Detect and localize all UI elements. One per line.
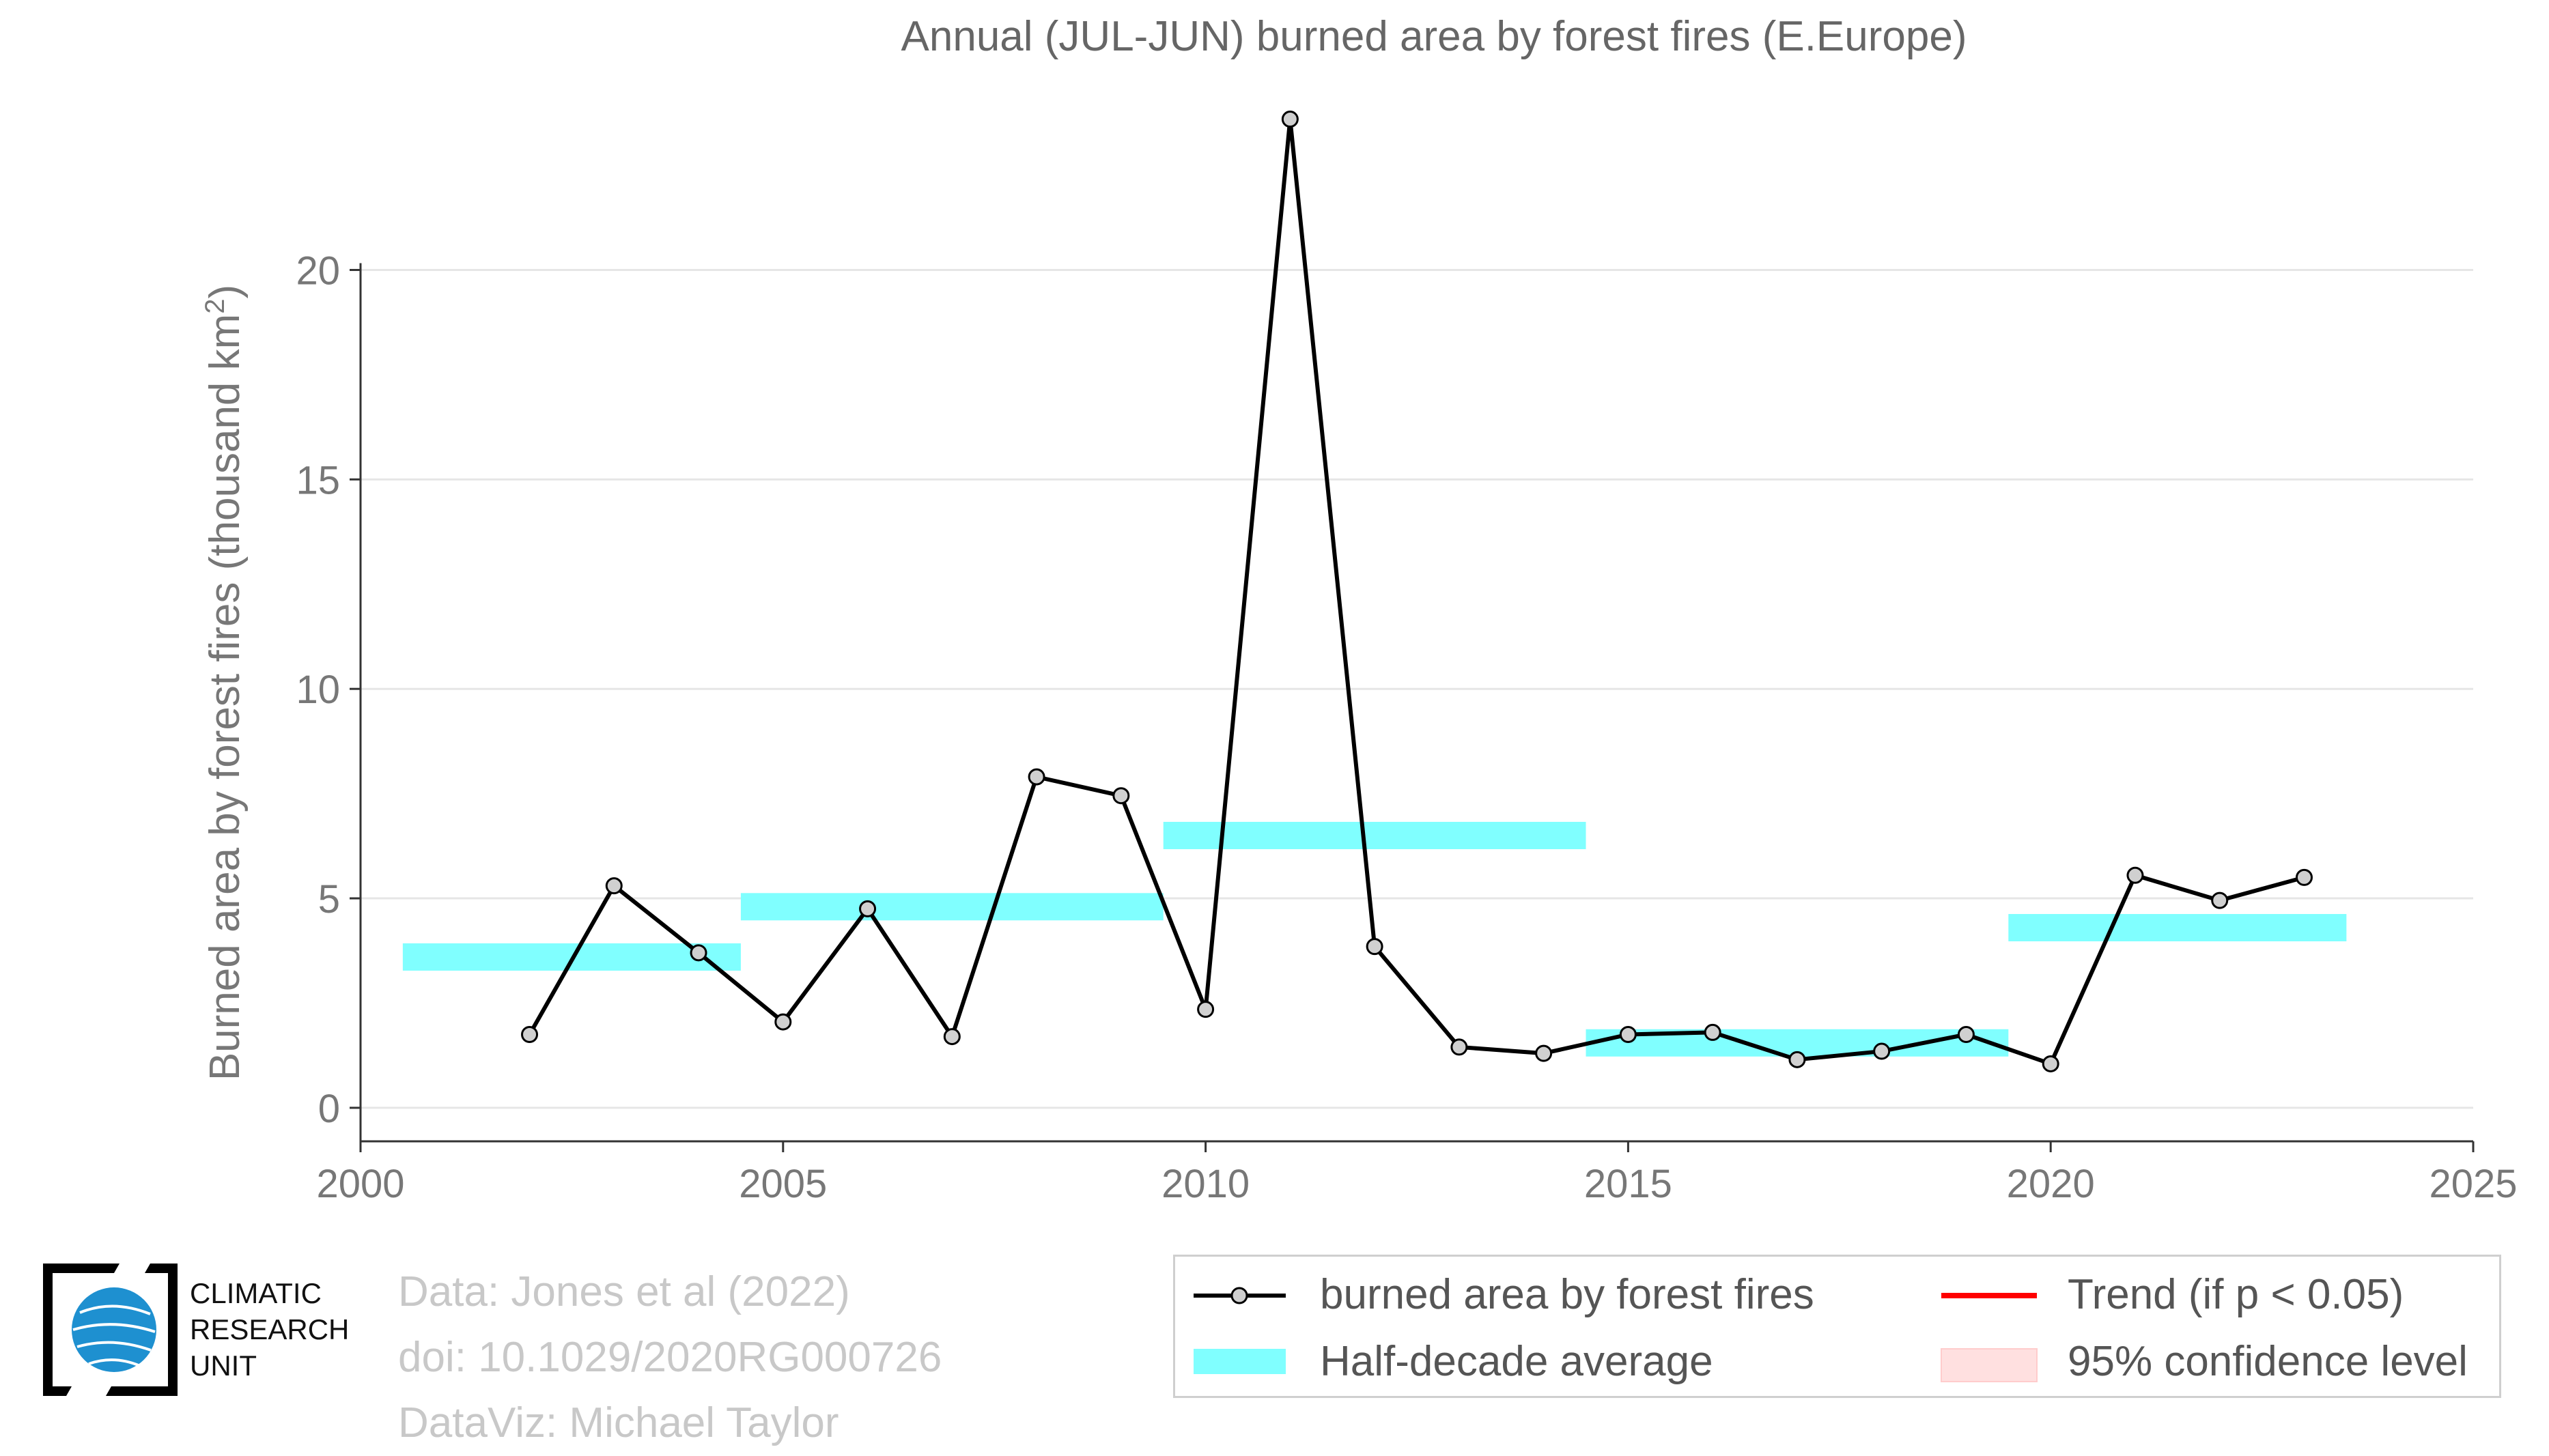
data-point-2011 <box>1281 111 1299 128</box>
x-tick-label-2000: 2000 <box>316 1162 404 1206</box>
y-tick-label-15: 15 <box>296 458 340 502</box>
data-point-2003 <box>605 877 623 895</box>
source-credits: Data: Jones et al (2022) doi: 10.1029/20… <box>398 1259 942 1456</box>
legend-label-trend: Trend (if p < 0.05) <box>2068 1271 2404 1318</box>
y-axis-label: Burned area by forest fires (thousand km… <box>200 285 249 1081</box>
legend-label-confidence: 95% confidence level <box>2068 1338 2468 1385</box>
chart-title: Annual (JUL-JUN) burned area by forest f… <box>901 13 1967 60</box>
data-point-2017 <box>1788 1051 1806 1068</box>
data-point-2023 <box>2295 868 2313 886</box>
data-point-2016 <box>1704 1023 1721 1041</box>
data-point-2002 <box>521 1026 539 1044</box>
x-tick-label-2005: 2005 <box>739 1162 827 1206</box>
data-point-2007 <box>943 1028 961 1046</box>
data-series <box>521 111 2313 1072</box>
legend-marker-burned-area <box>1230 1287 1248 1304</box>
half-decade-band-2 <box>740 893 1164 921</box>
logo-bracket-left-icon <box>43 1264 119 1396</box>
series-line-0 <box>527 117 2305 1066</box>
y-tick-label-10: 10 <box>296 668 340 712</box>
data-point-2014 <box>1535 1044 1553 1062</box>
y-tick-label-20: 20 <box>296 248 340 293</box>
data-point-2005 <box>774 1013 792 1031</box>
y-tick-label-5: 5 <box>318 877 340 922</box>
logo-text: CLIMATIC RESEARCH UNIT <box>190 1277 350 1382</box>
cru-logo <box>43 1264 178 1396</box>
data-point-2018 <box>1873 1042 1891 1060</box>
x-tick-label-2020: 2020 <box>2007 1162 2095 1206</box>
legend-keys <box>1194 1287 2038 1382</box>
legend-label-burned-area: burned area by forest fires <box>1320 1271 1814 1318</box>
source-line-data: Data: Jones et al (2022) <box>398 1268 850 1315</box>
data-point-2021 <box>2126 866 2144 884</box>
source-line-dataviz: DataViz: Michael Taylor <box>398 1399 839 1446</box>
data-point-2019 <box>1957 1026 1975 1044</box>
legend: burned area by forest fires Trend (if p … <box>1173 1255 2501 1398</box>
data-point-2008 <box>1028 768 1045 786</box>
data-point-2012 <box>1366 938 1383 956</box>
half-decade-band-5 <box>2008 914 2347 942</box>
half-decade-band-3 <box>1163 821 1586 849</box>
half-decade-bands <box>402 821 2347 1057</box>
data-point-2010 <box>1197 1001 1215 1018</box>
data-point-2015 <box>1619 1026 1637 1044</box>
grid-lines <box>361 268 2473 1109</box>
data-point-2020 <box>2042 1055 2059 1072</box>
data-point-2006 <box>859 900 877 917</box>
x-tick-label-2010: 2010 <box>1161 1162 1250 1206</box>
legend-key-confidence <box>1941 1348 2038 1382</box>
data-point-2009 <box>1112 787 1130 805</box>
source-line-doi: doi: 10.1029/2020RG000726 <box>398 1334 942 1381</box>
x-tick-label-2025: 2025 <box>2429 1162 2517 1206</box>
data-point-2022 <box>2211 891 2229 909</box>
legend-label-half-decade: Half-decade average <box>1320 1338 1713 1385</box>
axes: 0 5 10 15 20 2000 2005 2010 2015 2020 2025 <box>296 248 2517 1206</box>
x-tick-label-2015: 2015 <box>1584 1162 1672 1206</box>
logo-bracket-right-icon <box>106 1264 178 1396</box>
y-tick-label-0: 0 <box>318 1087 340 1131</box>
data-point-2004 <box>690 944 707 962</box>
data-point-2013 <box>1450 1038 1468 1056</box>
legend-key-half-decade <box>1194 1349 1286 1374</box>
